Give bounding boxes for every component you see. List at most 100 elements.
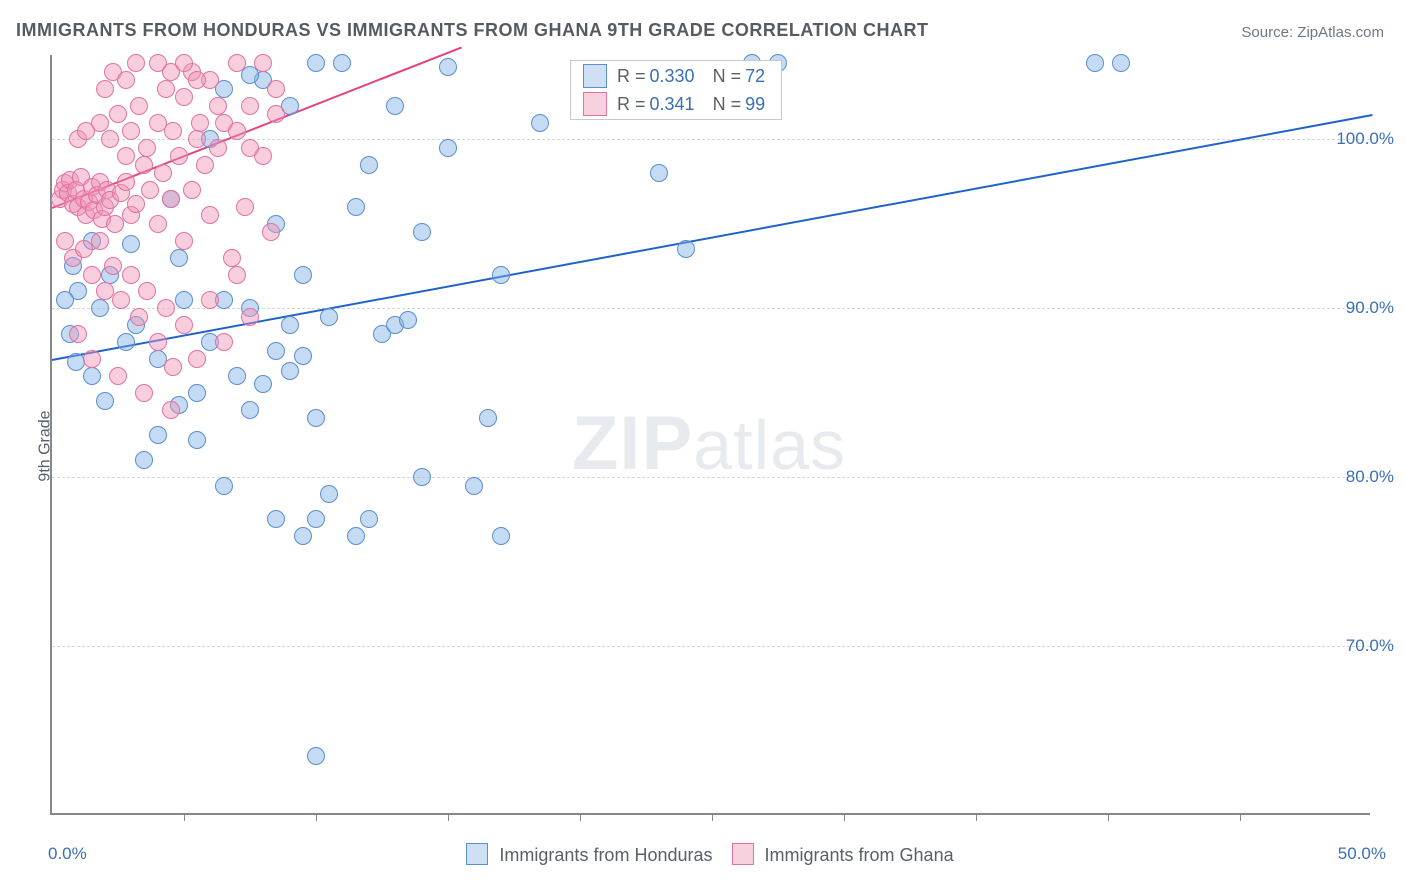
legend-swatch-honduras	[466, 843, 488, 865]
data-point-ghana	[241, 139, 259, 157]
data-point-honduras	[479, 409, 497, 427]
x-tick	[1108, 813, 1109, 821]
y-tick-label: 80.0%	[1346, 467, 1394, 487]
data-point-honduras	[188, 384, 206, 402]
data-point-ghana	[127, 195, 145, 213]
data-point-ghana	[175, 316, 193, 334]
data-point-honduras	[1086, 54, 1104, 72]
data-point-honduras	[149, 426, 167, 444]
r-label: R =	[617, 94, 646, 115]
legend-box-swatch-honduras	[583, 64, 607, 88]
x-tick	[976, 813, 977, 821]
data-point-ghana	[209, 97, 227, 115]
source-attribution: Source: ZipAtlas.com	[1241, 24, 1384, 41]
legend-box-swatch-ghana	[583, 92, 607, 116]
data-point-honduras	[399, 311, 417, 329]
n-label: N =	[713, 94, 742, 115]
data-point-ghana	[109, 105, 127, 123]
data-point-honduras	[67, 353, 85, 371]
legend-label-ghana: Immigrants from Ghana	[765, 845, 954, 865]
scatter-plot-area: ZIPatlas	[50, 55, 1370, 815]
legend-swatch-ghana	[732, 843, 754, 865]
data-point-ghana	[262, 223, 280, 241]
data-point-ghana	[175, 232, 193, 250]
data-point-ghana	[254, 54, 272, 72]
data-point-honduras	[650, 164, 668, 182]
source-label: Source:	[1241, 24, 1297, 41]
data-point-honduras	[96, 392, 114, 410]
data-point-ghana	[170, 147, 188, 165]
data-point-honduras	[413, 223, 431, 241]
data-point-honduras	[91, 299, 109, 317]
data-point-honduras	[117, 333, 135, 351]
y-tick-label: 90.0%	[1346, 298, 1394, 318]
source-value: ZipAtlas.com	[1297, 24, 1384, 41]
data-point-ghana	[75, 240, 93, 258]
data-point-ghana	[236, 198, 254, 216]
data-point-ghana	[91, 114, 109, 132]
data-point-ghana	[157, 299, 175, 317]
data-point-ghana	[122, 122, 140, 140]
data-point-ghana	[196, 156, 214, 174]
x-tick	[1240, 813, 1241, 821]
chart-title: IMMIGRANTS FROM HONDURAS VS IMMIGRANTS F…	[16, 20, 928, 41]
data-point-honduras	[135, 451, 153, 469]
data-point-ghana	[154, 164, 172, 182]
data-point-honduras	[320, 308, 338, 326]
data-point-ghana	[83, 266, 101, 284]
data-point-honduras	[122, 235, 140, 253]
data-point-honduras	[294, 266, 312, 284]
data-point-ghana	[69, 325, 87, 343]
data-point-honduras	[188, 431, 206, 449]
x-tick	[844, 813, 845, 821]
data-point-honduras	[360, 156, 378, 174]
data-point-honduras	[228, 367, 246, 385]
data-point-honduras	[439, 139, 457, 157]
data-point-ghana	[162, 401, 180, 419]
data-point-ghana	[267, 105, 285, 123]
data-point-ghana	[149, 333, 167, 351]
data-point-ghana	[127, 54, 145, 72]
data-point-honduras	[281, 316, 299, 334]
data-point-honduras	[320, 485, 338, 503]
watermark-atlas: atlas	[693, 406, 846, 484]
data-point-honduras	[170, 249, 188, 267]
data-point-ghana	[267, 80, 285, 98]
data-point-ghana	[201, 206, 219, 224]
data-point-honduras	[83, 367, 101, 385]
watermark-zip: ZIP	[572, 401, 693, 486]
y-tick-label: 100.0%	[1336, 129, 1394, 149]
watermark: ZIPatlas	[572, 400, 846, 487]
x-tick	[316, 813, 317, 821]
data-point-ghana	[138, 139, 156, 157]
data-point-ghana	[135, 156, 153, 174]
x-tick	[580, 813, 581, 821]
data-point-ghana	[104, 257, 122, 275]
n-value-ghana: 99	[745, 94, 765, 115]
data-point-honduras	[307, 510, 325, 528]
data-point-ghana	[149, 215, 167, 233]
legend-label-honduras: Immigrants from Honduras	[499, 845, 712, 865]
data-point-honduras	[254, 375, 272, 393]
data-point-honduras	[677, 240, 695, 258]
data-point-ghana	[164, 358, 182, 376]
bottom-legend: Immigrants from Honduras Immigrants from…	[0, 843, 1406, 866]
data-point-ghana	[164, 122, 182, 140]
data-point-ghana	[122, 266, 140, 284]
data-point-ghana	[141, 181, 159, 199]
y-tick-label: 70.0%	[1346, 636, 1394, 656]
data-point-honduras	[531, 114, 549, 132]
x-tick	[448, 813, 449, 821]
n-value-honduras: 72	[745, 66, 765, 87]
data-point-ghana	[56, 232, 74, 250]
data-point-ghana	[135, 384, 153, 402]
data-point-honduras	[465, 477, 483, 495]
data-point-ghana	[191, 114, 209, 132]
legend-row-honduras: R = 0.330 N = 72	[571, 62, 781, 90]
data-point-ghana	[91, 232, 109, 250]
data-point-honduras	[307, 747, 325, 765]
data-point-ghana	[101, 130, 119, 148]
data-point-honduras	[492, 527, 510, 545]
data-point-honduras	[347, 198, 365, 216]
legend-row-ghana: R = 0.341 N = 99	[571, 90, 781, 118]
